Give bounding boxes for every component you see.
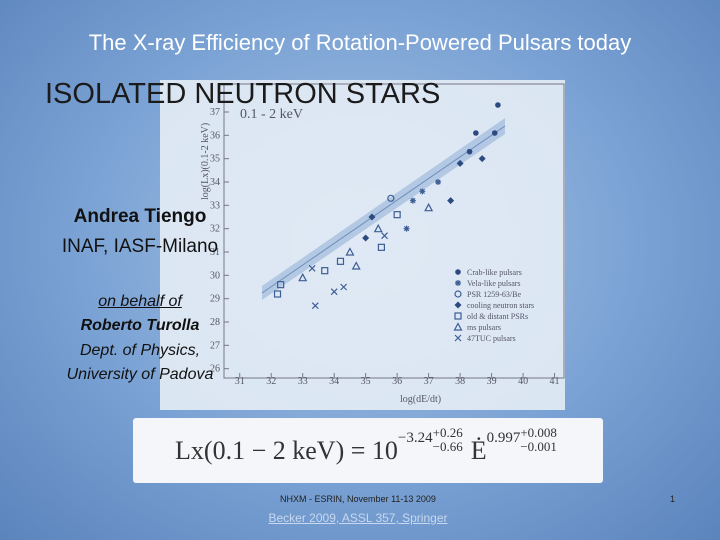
footer-event: NHXM - ESRIN, November 11-13 2009 [280,494,436,504]
department: Dept. of Physics, [79,342,201,359]
formula-exp-up: +0.26 [432,425,463,440]
data-point [424,202,434,212]
data-point [478,155,486,163]
fit-line [261,125,506,294]
page-number: 1 [670,494,676,504]
legend-symbol [453,322,463,331]
x-axis-label: log(dE/dt) [400,394,441,405]
legend-label: old & distant PSRs [467,312,528,321]
x-tick-label: 41 [550,376,560,387]
author-name: Andrea Tiengo [73,206,207,227]
formula-edot: Ė [470,435,487,465]
formula-idx-up: +0.008 [520,425,557,440]
data-point [362,234,370,242]
data-point [435,179,442,185]
x-tick-label: 36 [392,376,402,387]
slide-title: The X-ray Efficiency of Rotation-Powered… [88,30,632,55]
legend-symbol [454,334,462,342]
y-tick-label: 35 [210,154,220,165]
band-label: 0.1 - 2 keV [240,107,303,122]
legend-symbol [455,269,461,275]
data-point [351,261,361,270]
y-tick-label: 31 [210,247,220,258]
formula-exponent: −3.24 [397,430,433,446]
data-point [491,130,498,136]
formula: Lx(0.1 − 2 keV) = 10 −3.24 +0.26 −0.66 Ė … [133,418,603,483]
formula-exp-down: −0.66 [432,439,463,454]
legend-label: cooling neutron stars [467,301,534,310]
data-point [456,159,464,167]
legend-label: 47TUC pulsars [467,334,516,343]
x-tick-label: 33 [298,376,308,387]
data-point [447,197,455,205]
legend-label: PSR 1259-63/Be [467,290,521,299]
data-point [277,281,285,289]
x-tick-label: 32 [266,376,276,387]
data-point [393,211,401,219]
data-point [273,290,282,298]
legend-symbol [454,301,462,309]
data-point [409,197,416,204]
y-tick-label: 33 [210,200,220,211]
x-tick-label: 37 [424,376,434,387]
x-tick-label: 35 [361,376,371,387]
university: University of Padova [66,366,214,383]
data-point [345,247,355,256]
data-point [387,194,395,202]
x-tick-label: 38 [455,376,465,387]
y-tick-label: 37 [210,107,220,118]
data-point [373,223,383,233]
plot-frame [223,83,565,379]
data-point [336,257,345,265]
y-tick-label: 30 [210,270,220,281]
citation: Becker 2009, ASSL 357, Springer [268,511,448,525]
formula-index: 0.997 [486,430,521,446]
y-axis-label: log(Lx)(0.1-2 keV) [200,123,211,200]
y-tick-label: 28 [210,317,220,328]
y-tick-label: 26 [210,364,220,375]
y-tick-label: 32 [210,224,220,235]
heading: ISOLATED NEUTRON STARS [45,78,441,110]
data-point [311,302,319,310]
y-tick-label: 29 [210,294,220,305]
data-point [298,272,308,282]
data-point [403,225,410,232]
x-tick-label: 39 [487,376,497,387]
formula-lhs: Lx(0.1 − 2 keV) = 10 [175,435,398,465]
author-affiliation: INAF, IASF-Milano [61,236,219,257]
data-point [419,188,426,195]
data-point [368,213,376,221]
data-point [377,243,386,251]
data-point [381,232,388,240]
formula-idx-down: −0.001 [520,439,557,454]
data-point [340,283,348,291]
colleague-name: Roberto Turolla [80,317,200,334]
legend-label: ms pulsars [467,323,501,332]
x-tick-label: 40 [518,376,528,387]
x-tick-label: 34 [329,376,339,387]
data-point [495,102,501,108]
data-point [308,264,316,272]
y-tick-label: 27 [210,340,220,351]
legend-symbol [454,312,462,320]
y-tick-label: 34 [210,177,220,188]
legend-symbol [455,280,461,286]
x-tick-label: 31 [235,376,245,387]
data-point [473,130,479,136]
legend-label: Vela-like pulsars [467,279,521,288]
on-behalf-label: on behalf of [98,293,182,310]
legend-symbol [454,290,462,298]
data-point [466,148,473,155]
y-tick-label: 36 [210,130,220,141]
data-point [321,267,329,275]
legend-label: Crab-like pulsars [467,268,522,277]
data-point [330,288,338,296]
